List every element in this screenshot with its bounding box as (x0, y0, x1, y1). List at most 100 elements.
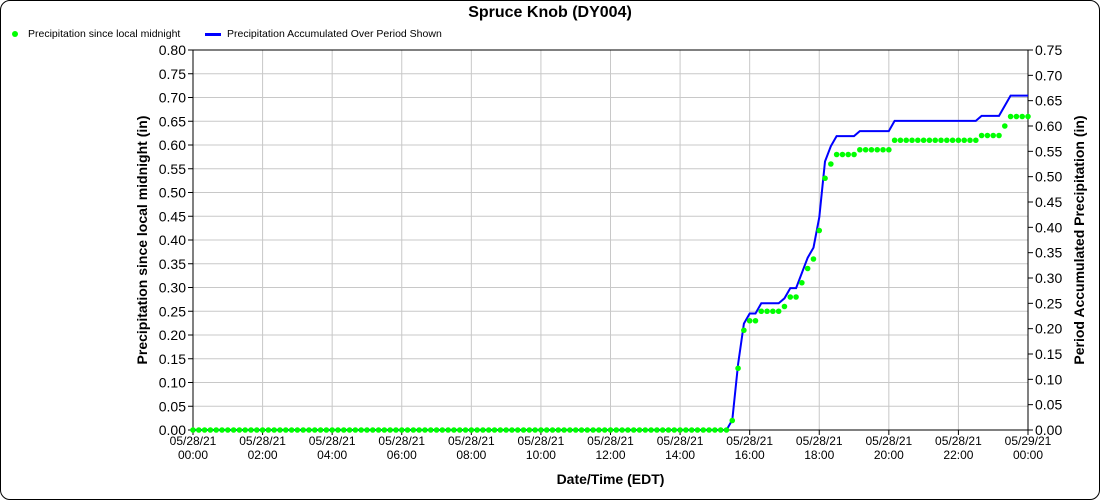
y-tick-label: 0.65 (159, 113, 186, 129)
data-point-since-midnight (474, 427, 480, 433)
data-point-since-midnight (358, 427, 364, 433)
data-point-since-midnight (845, 151, 852, 158)
data-point-since-midnight (775, 308, 782, 315)
data-point-since-midnight (1013, 113, 1020, 120)
data-point-since-midnight (694, 427, 701, 433)
data-point-since-midnight (393, 427, 399, 433)
x-tick-time: 02:00 (248, 448, 278, 462)
data-point-since-midnight (207, 427, 214, 433)
x-tick-date: 05/28/21 (448, 434, 495, 448)
data-point-since-midnight (648, 427, 654, 433)
data-point-since-midnight (1025, 113, 1031, 120)
data-point-since-midnight (491, 427, 498, 433)
data-point-since-midnight (868, 146, 875, 153)
y-right-tick-label: 0.35 (1035, 245, 1062, 261)
y-right-tick-label: 0.75 (1035, 42, 1062, 58)
y-right-tick-label: 0.50 (1035, 169, 1062, 185)
data-point-since-midnight (897, 137, 904, 144)
data-point-since-midnight (857, 146, 863, 153)
data-point-since-midnight (439, 427, 446, 433)
data-point-since-midnight (920, 137, 927, 144)
x-tick-date: 05/28/21 (865, 434, 912, 448)
y-right-tick-label: 0.70 (1035, 67, 1062, 83)
x-tick-date: 05/28/21 (309, 434, 356, 448)
y-right-tick-label: 0.25 (1035, 295, 1062, 311)
data-point-since-midnight (741, 327, 747, 334)
legend-label: Precipitation Accumulated Over Period Sh… (227, 28, 442, 40)
data-point-since-midnight (770, 308, 776, 315)
data-point-since-midnight (549, 427, 556, 433)
data-point-since-midnight (398, 427, 405, 433)
data-point-since-midnight (277, 427, 283, 433)
data-point-since-midnight (433, 427, 440, 433)
data-point-since-midnight (764, 308, 770, 315)
x-tick-date: 05/28/21 (726, 434, 773, 448)
data-point-since-midnight (746, 317, 753, 324)
y-tick-label: 0.80 (159, 42, 186, 58)
data-point-since-midnight (462, 427, 469, 433)
data-point-since-midnight (352, 427, 359, 433)
y-tick-label: 0.30 (159, 280, 186, 296)
data-point-since-midnight (804, 265, 811, 272)
data-point-since-midnight (422, 427, 428, 433)
data-point-since-midnight (723, 427, 730, 433)
data-point-since-midnight (381, 427, 388, 433)
x-tick-time: 10:00 (526, 448, 556, 462)
x-tick-time: 04:00 (317, 448, 347, 462)
data-point-since-midnight (242, 427, 248, 433)
y-tick-label: 0.05 (159, 398, 186, 414)
data-point-since-midnight (735, 365, 741, 372)
data-point-since-midnight (886, 146, 892, 153)
x-tick-time: 06:00 (387, 448, 417, 462)
data-point-since-midnight (532, 427, 538, 433)
data-point-since-midnight (891, 137, 898, 144)
data-point-since-midnight (839, 151, 846, 158)
y-right-tick-label: 0.60 (1035, 118, 1062, 134)
data-point-since-midnight (717, 427, 724, 433)
data-point-since-midnight (288, 427, 295, 433)
data-point-since-midnight (961, 137, 968, 144)
data-point-since-midnight (404, 427, 411, 433)
data-point-since-midnight (665, 427, 672, 433)
x-tick-date: 05/28/21 (239, 434, 286, 448)
x-tick-date: 05/28/21 (935, 434, 982, 448)
data-point-since-midnight (346, 427, 353, 433)
data-point-since-midnight (677, 427, 683, 433)
data-point-since-midnight (248, 427, 254, 433)
data-point-since-midnight (427, 427, 434, 433)
data-point-since-midnight (300, 427, 306, 433)
data-point-since-midnight (364, 427, 370, 433)
data-point-since-midnight (416, 427, 422, 433)
data-point-since-midnight (781, 303, 788, 310)
data-point-since-midnight (456, 427, 463, 433)
data-point-since-midnight (955, 137, 962, 144)
data-point-since-midnight (514, 427, 521, 433)
data-point-since-midnight (253, 427, 260, 433)
y-tick-label: 0.45 (159, 208, 186, 224)
data-point-since-midnight (700, 427, 707, 433)
legend-item-accumulated: Precipitation Accumulated Over Period Sh… (205, 28, 442, 40)
data-point-since-midnight (944, 137, 950, 144)
data-point-since-midnight (329, 427, 335, 433)
y-tick-label: 0.40 (159, 232, 186, 248)
data-point-since-midnight (294, 427, 301, 433)
data-point-since-midnight (369, 427, 376, 433)
data-point-since-midnight (190, 427, 196, 433)
data-point-since-midnight (688, 427, 695, 433)
data-point-since-midnight (1002, 123, 1008, 129)
x-tick-time: 18:00 (804, 448, 834, 462)
data-point-since-midnight (851, 151, 857, 158)
x-tick-time: 20:00 (874, 448, 904, 462)
data-point-since-midnight (874, 146, 881, 153)
data-point-since-midnight (520, 427, 527, 433)
data-point-since-midnight (915, 137, 921, 144)
legend-item-since-midnight: Precipitation since local midnight (12, 28, 180, 40)
data-point-since-midnight (973, 137, 979, 144)
y-right-tick-label: 0.10 (1035, 371, 1062, 387)
y-tick-label: 0.10 (159, 375, 186, 391)
data-point-since-midnight (468, 427, 475, 433)
data-point-since-midnight (590, 427, 596, 433)
y-right-tick-label: 0.05 (1035, 397, 1062, 413)
data-point-since-midnight (567, 427, 573, 433)
